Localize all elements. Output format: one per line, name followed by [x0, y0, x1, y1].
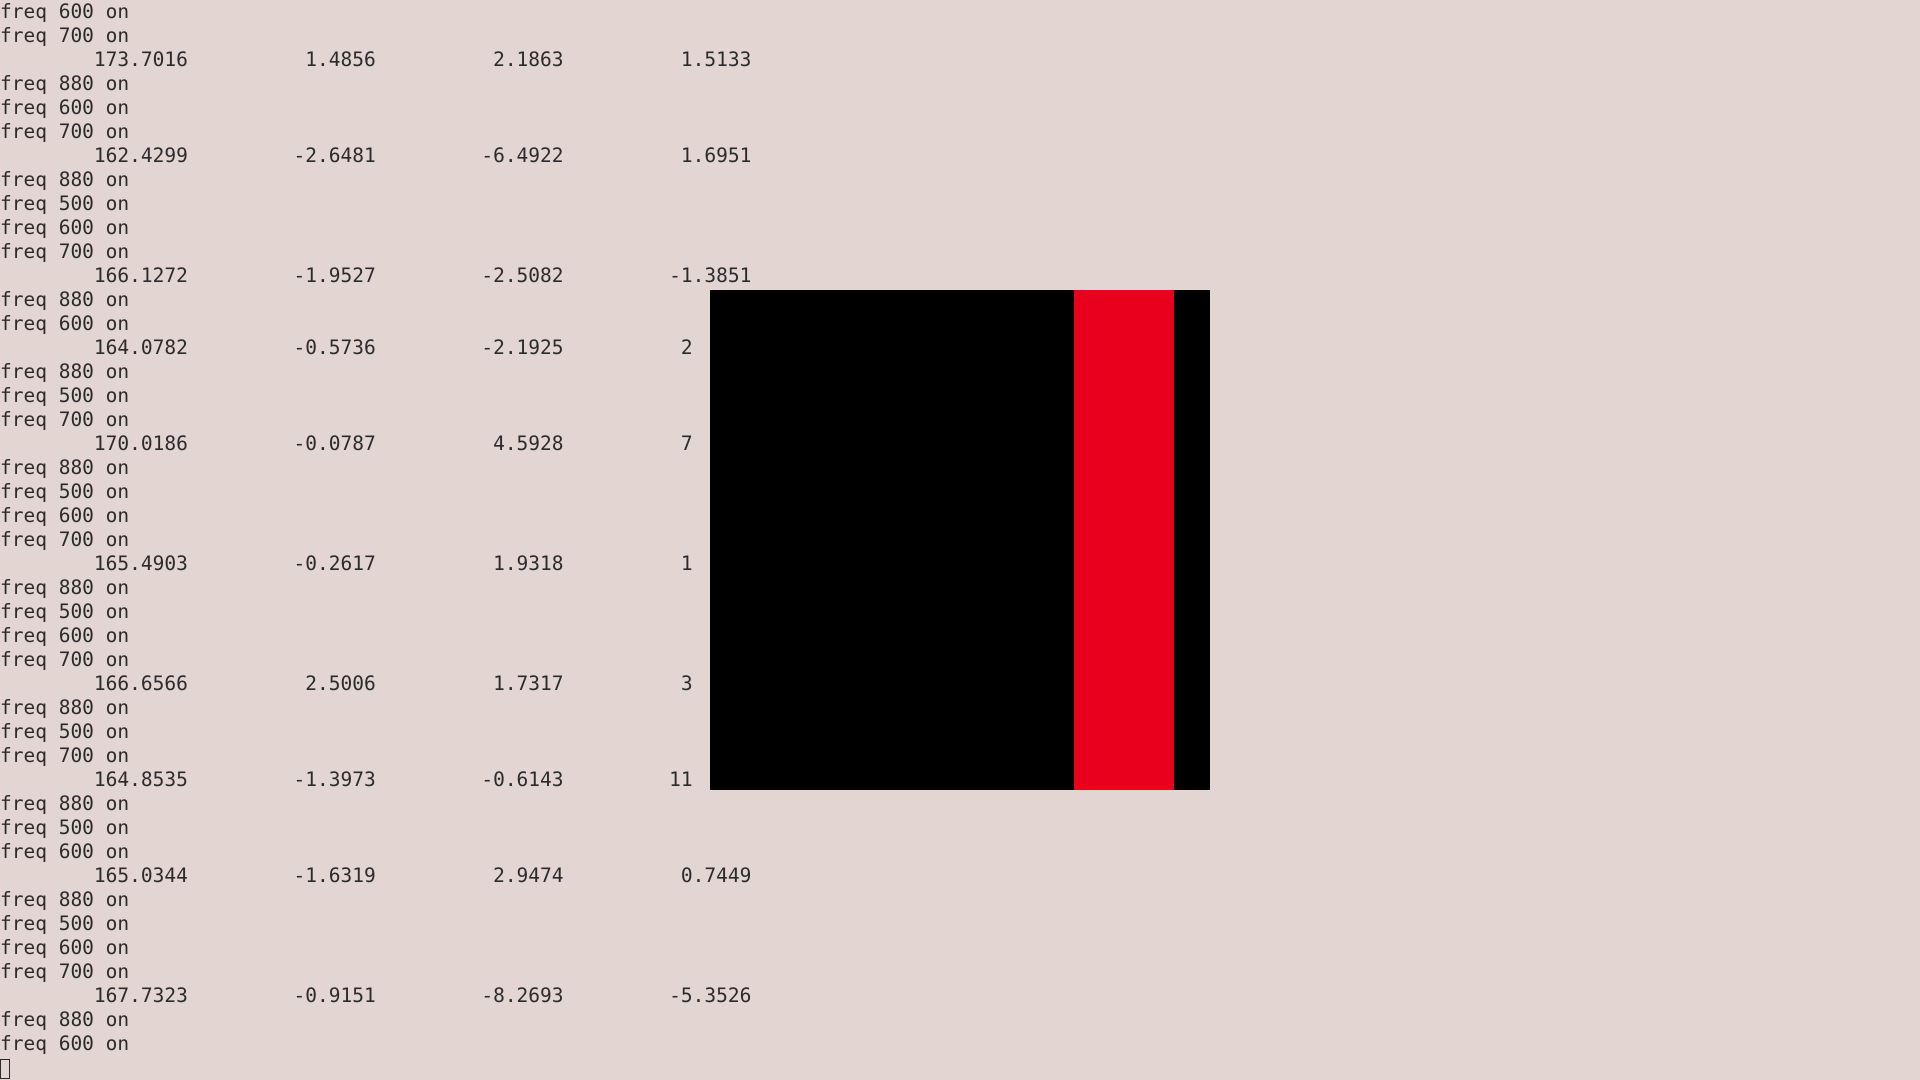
terminal-output: freq 600 on freq 700 on 173.7016 1.4856 … — [0, 0, 751, 1080]
terminal-line: freq 600 on — [0, 1032, 130, 1055]
terminal-line: freq 500 on — [0, 600, 130, 623]
text-cursor — [0, 1058, 10, 1079]
terminal-line: freq 880 on — [0, 576, 130, 599]
terminal-line: freq 700 on — [0, 24, 130, 47]
terminal-line: freq 700 on — [0, 960, 130, 983]
terminal-line: freq 700 on — [0, 240, 130, 263]
terminal-line: freq 880 on — [0, 360, 130, 383]
terminal-line: 164.8535 -1.3973 -0.6143 11 — [0, 768, 693, 791]
terminal-line: 162.4299 -2.6481 -6.4922 1.6951 — [0, 144, 752, 167]
terminal-line: freq 600 on — [0, 624, 130, 647]
terminal-line: freq 880 on — [0, 792, 130, 815]
terminal-line: freq 700 on — [0, 408, 130, 431]
terminal-line: freq 880 on — [0, 168, 130, 191]
terminal-line: freq 880 on — [0, 72, 130, 95]
terminal-line: freq 600 on — [0, 312, 130, 335]
terminal-line: freq 500 on — [0, 912, 130, 935]
terminal-line: freq 600 on — [0, 840, 130, 863]
terminal-line: 164.0782 -0.5736 -2.1925 2 — [0, 336, 693, 359]
terminal-line: 170.0186 -0.0787 4.5928 7 — [0, 432, 693, 455]
terminal-line: freq 500 on — [0, 720, 130, 743]
terminal-line: freq 500 on — [0, 816, 130, 839]
terminal-line: 166.6566 2.5006 1.7317 3 — [0, 672, 693, 695]
red-bar-stimulus — [1074, 290, 1174, 790]
terminal-line: 167.7323 -0.9151 -8.2693 -5.3526 — [0, 984, 752, 1007]
terminal-line: freq 880 on — [0, 696, 130, 719]
terminal-line: freq 700 on — [0, 528, 130, 551]
terminal-line: freq 500 on — [0, 480, 130, 503]
terminal-line: freq 600 on — [0, 96, 130, 119]
terminal-line: 165.0344 -1.6319 2.9474 0.7449 — [0, 864, 752, 887]
terminal-line: freq 700 on — [0, 648, 130, 671]
terminal-line: freq 700 on — [0, 744, 130, 767]
terminal-line: 165.4903 -0.2617 1.9318 1 — [0, 552, 693, 575]
terminal-line: freq 500 on — [0, 384, 130, 407]
terminal-line: freq 880 on — [0, 456, 130, 479]
terminal-prompt-line[interactable] — [0, 1056, 751, 1080]
stimulus-window — [710, 290, 1210, 790]
terminal-line: freq 600 on — [0, 216, 130, 239]
terminal-line: 166.1272 -1.9527 -2.5082 -1.3851 — [0, 264, 752, 287]
terminal-line: freq 880 on — [0, 1008, 130, 1031]
terminal-line: freq 600 on — [0, 0, 130, 23]
terminal-line: freq 880 on — [0, 888, 130, 911]
terminal-line: freq 600 on — [0, 936, 130, 959]
terminal-line: freq 880 on — [0, 288, 130, 311]
terminal-line: freq 700 on — [0, 120, 130, 143]
terminal-line: freq 500 on — [0, 192, 130, 215]
terminal-line: freq 600 on — [0, 504, 130, 527]
terminal-line: 173.7016 1.4856 2.1863 1.5133 — [0, 48, 752, 71]
